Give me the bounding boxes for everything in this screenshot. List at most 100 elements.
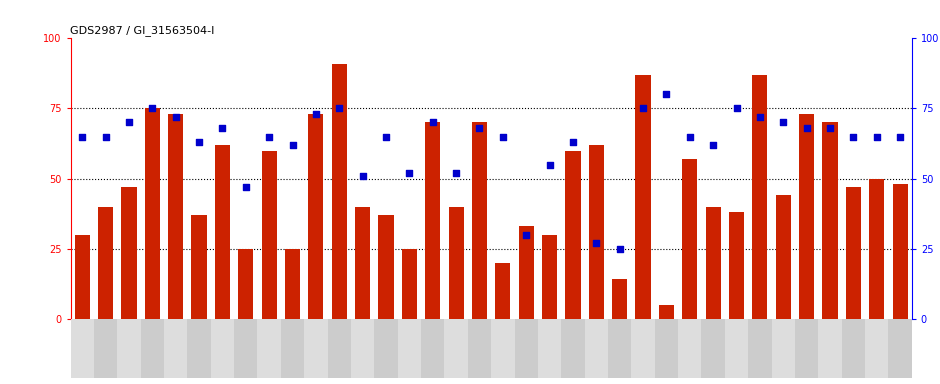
Point [285,142,300,148]
Point [776,119,791,126]
Bar [678,319,701,378]
Bar [168,114,183,319]
Bar [799,114,814,319]
Bar [519,226,534,319]
Bar [308,114,323,319]
Bar [659,305,674,319]
Point [846,133,861,139]
Bar [327,319,351,378]
Point [799,125,814,131]
Bar [565,151,581,319]
Bar [281,319,305,378]
Bar [865,319,888,378]
Point [192,139,207,145]
Point [519,232,534,238]
Point [308,111,323,117]
Point [425,119,440,126]
Bar [305,319,327,378]
Point [659,91,674,98]
Bar [215,145,230,319]
Bar [261,151,276,319]
Point [98,133,113,139]
Bar [211,319,234,378]
Bar [401,249,417,319]
Point [612,246,627,252]
Bar [379,215,394,319]
Bar [98,207,113,319]
Bar [70,319,94,378]
Bar [608,319,632,378]
Bar [514,319,538,378]
Point [448,170,463,176]
Point [215,125,230,131]
Bar [238,249,254,319]
Bar [187,319,211,378]
Bar [748,319,772,378]
Point [893,133,908,139]
Bar [728,212,744,319]
Bar [445,319,468,378]
Bar [94,319,118,378]
Point [74,133,89,139]
Bar [491,319,514,378]
Bar [398,319,421,378]
Bar [74,235,90,319]
Point [401,170,416,176]
Point [729,105,744,111]
Bar [332,64,347,319]
Point [542,161,557,167]
Bar [234,319,258,378]
Bar [752,75,767,319]
Bar [538,319,561,378]
Bar [795,319,819,378]
Bar [468,319,492,378]
Bar [701,319,725,378]
Point [168,114,183,120]
Point [706,142,721,148]
Point [261,133,276,139]
Bar [192,215,207,319]
Bar [121,187,136,319]
Bar [374,319,398,378]
Bar [632,319,655,378]
Bar [561,319,585,378]
Bar [425,122,440,319]
Bar [655,319,678,378]
Bar [141,319,164,378]
Bar [635,75,650,319]
Point [752,114,767,120]
Bar [421,319,445,378]
Bar [772,319,795,378]
Point [355,173,370,179]
Bar [351,319,374,378]
Bar [725,319,748,378]
Bar [495,263,510,319]
Point [588,240,603,246]
Bar [285,249,300,319]
Bar [164,319,187,378]
Bar [118,319,141,378]
Point [332,105,347,111]
Point [238,184,253,190]
Bar [846,187,861,319]
Bar [145,108,160,319]
Point [870,133,885,139]
Point [472,125,487,131]
Point [495,133,510,139]
Bar [448,207,463,319]
Point [682,133,697,139]
Bar [682,159,697,319]
Bar [706,207,721,319]
Bar [355,207,370,319]
Bar [588,145,603,319]
Point [822,125,838,131]
Point [566,139,581,145]
Bar [819,319,841,378]
Bar [258,319,281,378]
Bar [888,319,912,378]
Bar [822,122,838,319]
Point [145,105,160,111]
Point [121,119,136,126]
Point [635,105,650,111]
Bar [472,122,487,319]
